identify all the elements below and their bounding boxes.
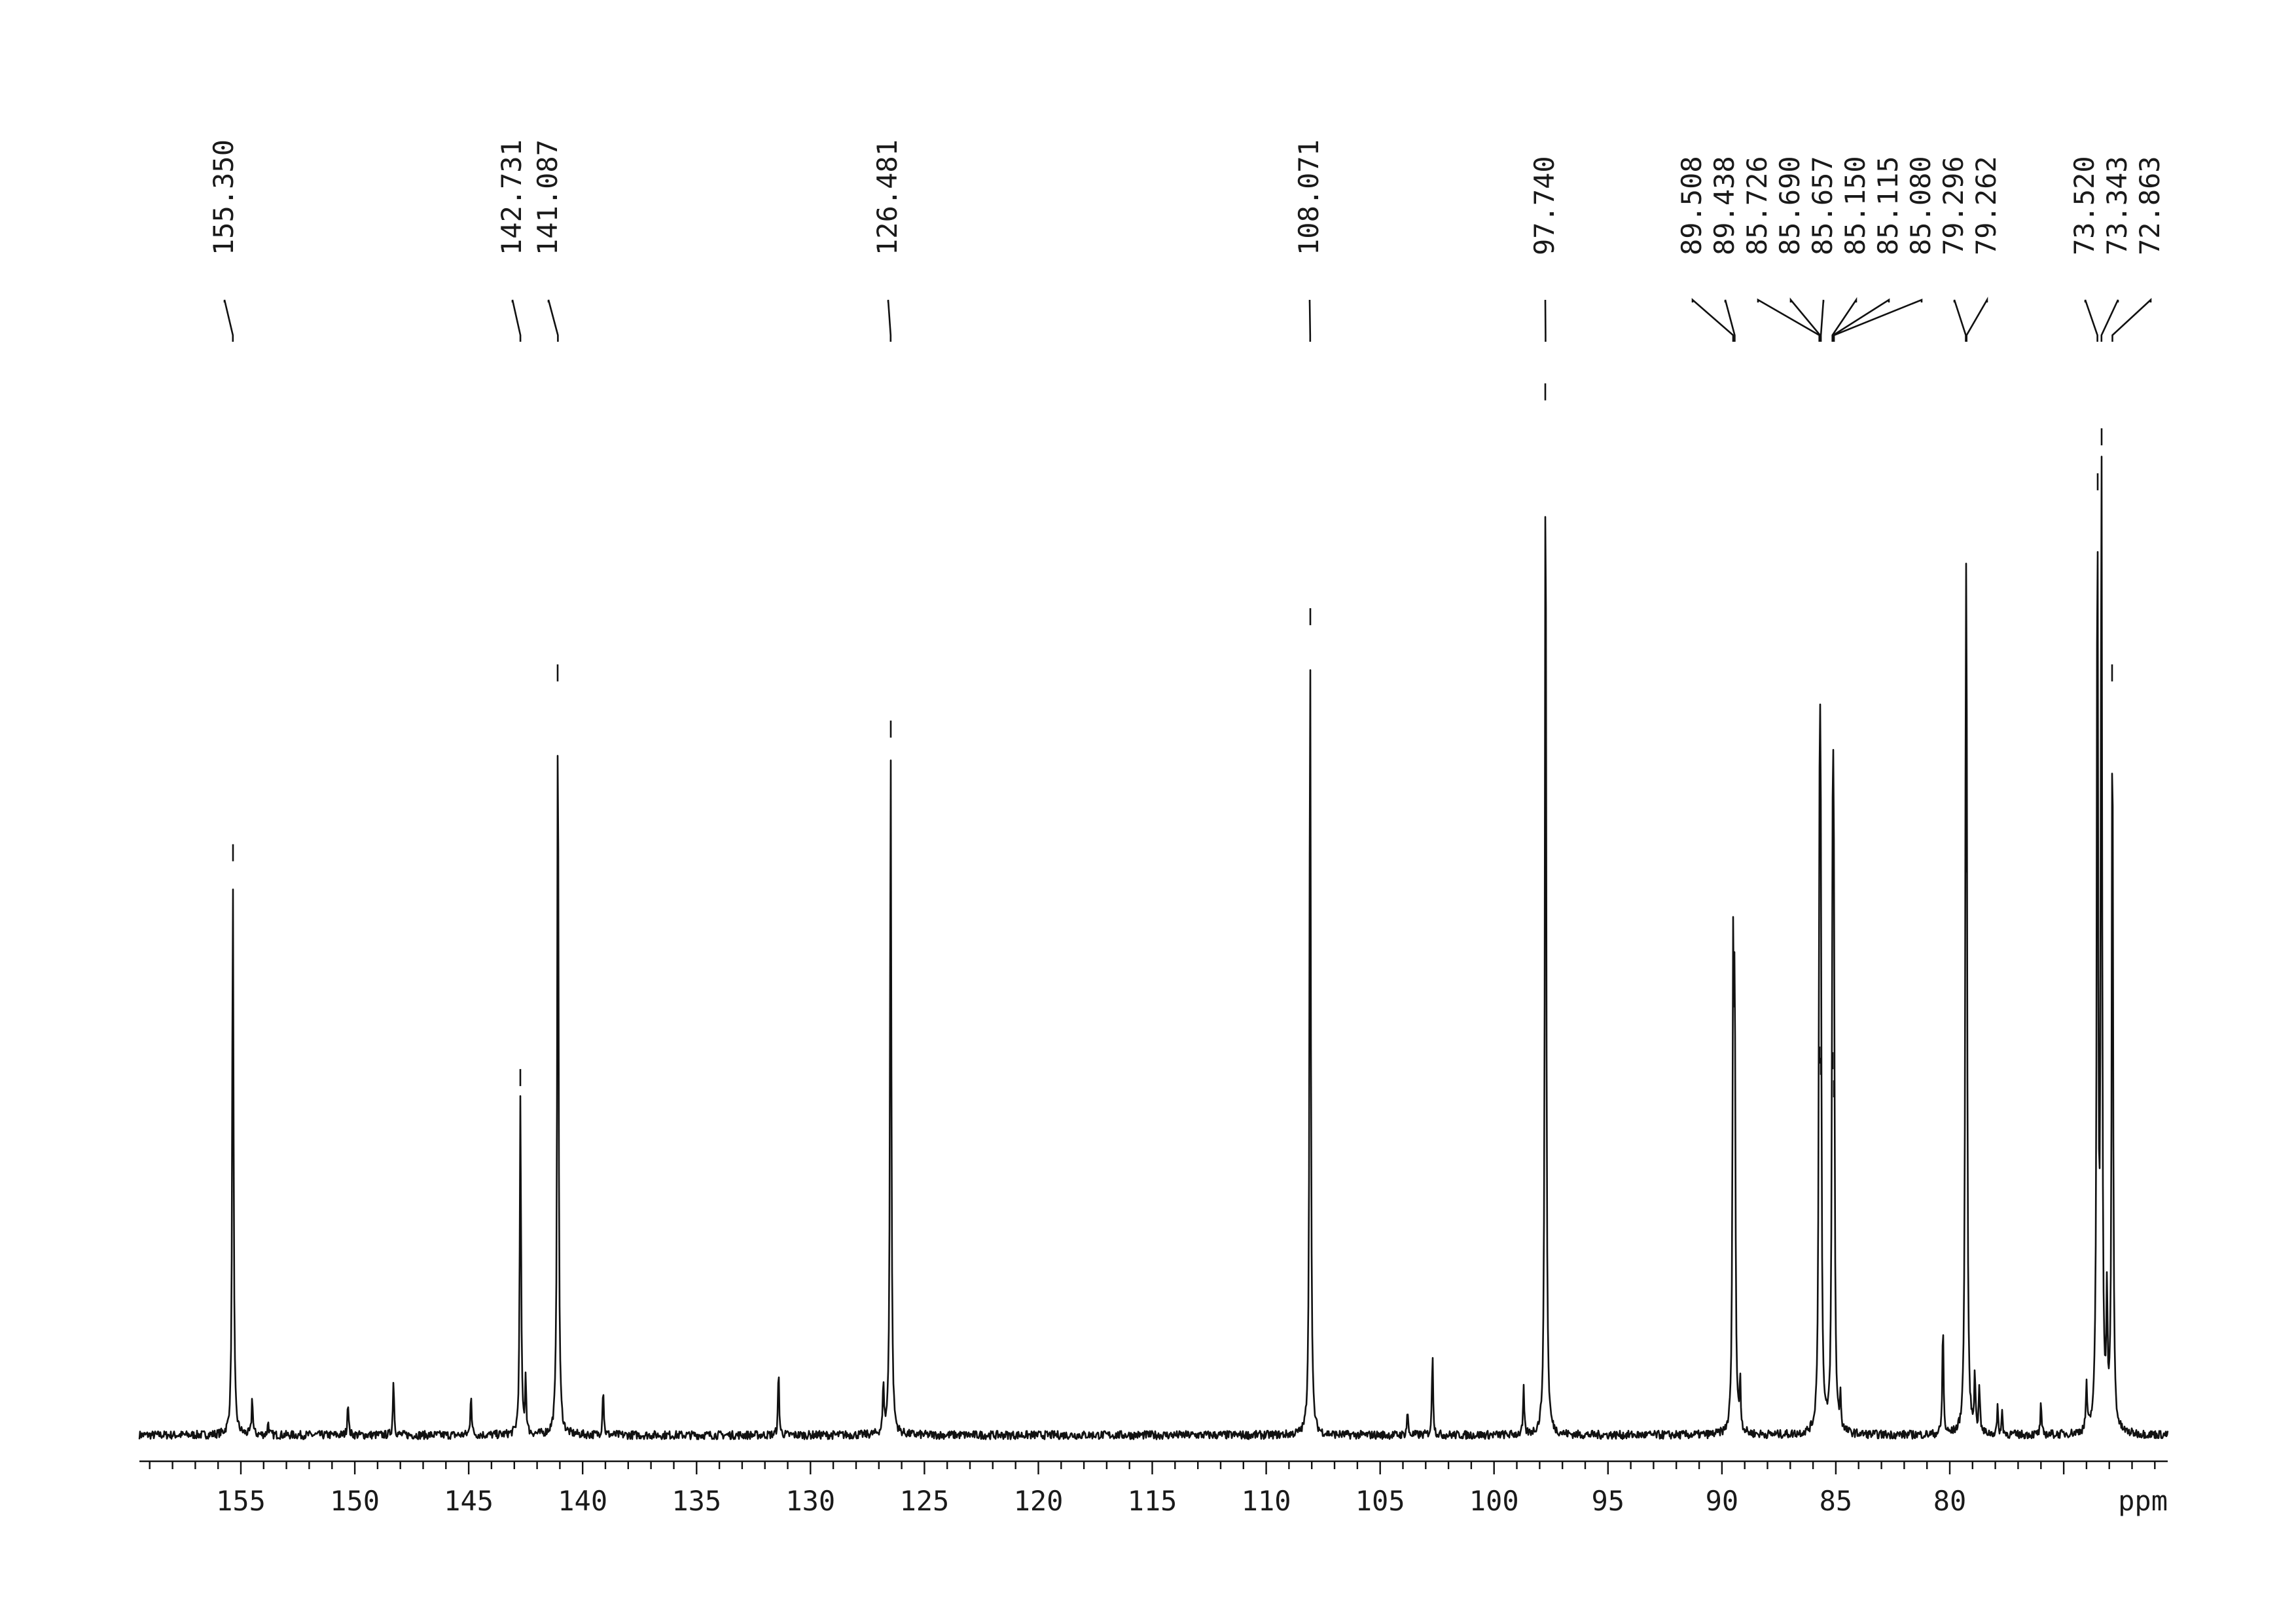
peak-leader-line (1953, 299, 1967, 342)
peak-label: 85.726 (1741, 156, 1773, 255)
peak-label-group: 155.350 142.731 141.087 126.481 108.071 97.74… (207, 139, 2166, 255)
peak-label: 73.343 (2101, 156, 2133, 255)
peak-label: 97.740 (1528, 156, 1560, 255)
peak-label: 79.262 (1970, 156, 2002, 255)
x-axis-tick-label: 135 (672, 1485, 721, 1517)
x-axis-tick-label: 150 (330, 1485, 380, 1517)
peak-leader-line (1724, 299, 1736, 342)
peak-leader-line (223, 299, 234, 342)
x-axis-tick-label: 125 (899, 1485, 949, 1517)
peak-label: 85.080 (1905, 156, 1937, 255)
peak-leader-line (547, 299, 559, 342)
peak-label: 85.690 (1774, 156, 1806, 255)
peak-leader-line (1965, 297, 1988, 342)
x-axis-tick-label: 105 (1355, 1485, 1405, 1517)
x-axis-tick-label: 80 (1933, 1485, 1967, 1517)
peak-label: 155.350 (207, 139, 240, 255)
peak-leader-line (1820, 299, 1825, 342)
peak-leader-line (887, 299, 892, 342)
x-axis: 155 150 145 140 135 130 125 120 115 110 105 100 95 90… (139, 1460, 2168, 1517)
peak-label: 73.520 (2068, 156, 2100, 255)
x-axis-tick-label: 120 (1014, 1485, 1064, 1517)
peak-leader-line (2100, 299, 2119, 342)
x-axis-tick-label: 155 (216, 1485, 266, 1517)
peak-leader-line (2111, 298, 2152, 342)
peak-leader-line (1831, 297, 1857, 342)
x-axis-tick-label: 85 (1820, 1485, 1853, 1517)
peak-label: 85.150 (1839, 156, 1871, 255)
peak-label: 108.071 (1293, 139, 1325, 255)
peak-label: 85.657 (1806, 156, 1839, 255)
peak-leader-line (1691, 298, 1734, 342)
peak-label: 89.438 (1708, 156, 1740, 255)
peak-label: 89.508 (1676, 156, 1708, 255)
peak-label: 72.863 (2134, 156, 2166, 255)
spectrum-trace (138, 456, 2169, 1440)
peak-marker-group (232, 383, 2113, 1098)
peak-leader-line (511, 299, 522, 342)
peak-label: 79.296 (1937, 156, 1969, 255)
x-axis-tick-label: 95 (1592, 1485, 1625, 1517)
peak-label: 126.481 (871, 139, 903, 255)
x-axis-tick-label: 145 (444, 1485, 493, 1517)
x-axis-tick-label: 110 (1242, 1485, 1291, 1517)
x-axis-tick-label: 90 (1706, 1485, 1739, 1517)
x-axis-tick-label: 115 (1128, 1485, 1177, 1517)
peak-label: 85.115 (1872, 156, 1904, 255)
x-axis-unit-label: ppm (2118, 1485, 2168, 1517)
peak-leader-line (1757, 298, 1820, 342)
x-axis-tick-labels: 155 150 145 140 135 130 125 120 115 110 105 100 95 90… (216, 1485, 1966, 1517)
peak-label: 142.731 (495, 139, 528, 255)
x-axis-tick-label: 130 (785, 1485, 835, 1517)
x-axis-tick-label: 140 (558, 1485, 607, 1517)
peak-leader-line (2084, 299, 2098, 342)
peak-leader-line (1833, 299, 1923, 342)
peak-label: 141.087 (531, 139, 564, 255)
x-axis-ticks (149, 1461, 2156, 1474)
leader-line-group (223, 297, 2152, 342)
x-axis-tick-label: 100 (1469, 1485, 1519, 1517)
